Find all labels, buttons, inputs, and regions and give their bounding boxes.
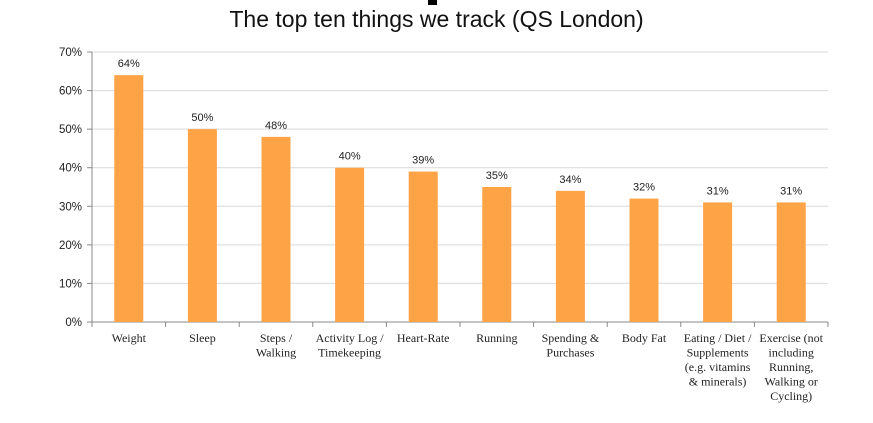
bars xyxy=(114,75,806,323)
y-tick-label: 50% xyxy=(59,124,82,136)
y-axis-ticks: 0% 10% 20% 30% 40% 50% 60% 70% xyxy=(59,47,92,329)
category-label: Running, xyxy=(769,360,813,374)
data-label: 32% xyxy=(633,182,655,194)
category-label: Steps / xyxy=(260,331,293,345)
category-label: Walking xyxy=(256,346,296,360)
bar xyxy=(703,202,733,322)
category-label: Running xyxy=(476,331,517,345)
y-tick-label: 0% xyxy=(65,317,82,329)
bar xyxy=(335,167,365,322)
bar xyxy=(408,171,438,322)
category-labels: Weight Sleep Steps /Walking Activity Log /T… xyxy=(112,331,824,403)
data-label: 31% xyxy=(780,185,802,197)
chart-title: The top ten things we track (QS London) xyxy=(229,6,644,32)
category-label: & minerals) xyxy=(689,375,747,389)
category-label: Walking or xyxy=(765,375,818,389)
y-tick-label: 30% xyxy=(59,201,82,213)
data-label: 50% xyxy=(191,112,213,124)
data-label: 40% xyxy=(339,151,361,163)
y-tick-label: 70% xyxy=(59,47,82,59)
category-label: including xyxy=(769,346,814,360)
data-label: 48% xyxy=(265,120,287,132)
y-tick-label: 10% xyxy=(59,278,82,290)
y-tick-label: 20% xyxy=(59,240,82,252)
data-label: 35% xyxy=(486,170,508,182)
data-labels: 64% 50% 48% 40% 39% 35% 34% 32% 31% 31% xyxy=(118,58,803,197)
category-label: Sleep xyxy=(189,331,216,345)
bar xyxy=(482,187,512,322)
category-label: Timekeeping xyxy=(318,346,381,360)
y-tick-label: 40% xyxy=(59,163,82,175)
bar xyxy=(187,129,217,322)
category-label: Eating / Diet / xyxy=(684,331,752,345)
category-label: Weight xyxy=(112,331,147,345)
bar xyxy=(555,190,585,322)
category-label: Supplements xyxy=(687,346,749,360)
category-label: Cycling) xyxy=(770,389,812,403)
bar xyxy=(114,75,144,323)
bar xyxy=(261,136,291,322)
category-label: (e.g. vitamins xyxy=(685,360,751,374)
category-label: Exercise (not xyxy=(759,331,823,345)
data-label: 39% xyxy=(412,155,434,167)
data-label: 64% xyxy=(118,58,140,70)
category-label: Heart-Rate xyxy=(397,331,450,345)
category-label: Purchases xyxy=(546,346,594,360)
y-tick-label: 60% xyxy=(59,86,82,98)
data-label: 34% xyxy=(559,174,581,186)
category-label: Spending & xyxy=(542,331,600,345)
bar xyxy=(629,198,659,322)
category-label: Body Fat xyxy=(622,331,667,345)
title-fragment-mark xyxy=(428,0,437,5)
category-label: Activity Log / xyxy=(316,331,385,345)
bar xyxy=(776,202,806,322)
data-label: 31% xyxy=(707,185,729,197)
